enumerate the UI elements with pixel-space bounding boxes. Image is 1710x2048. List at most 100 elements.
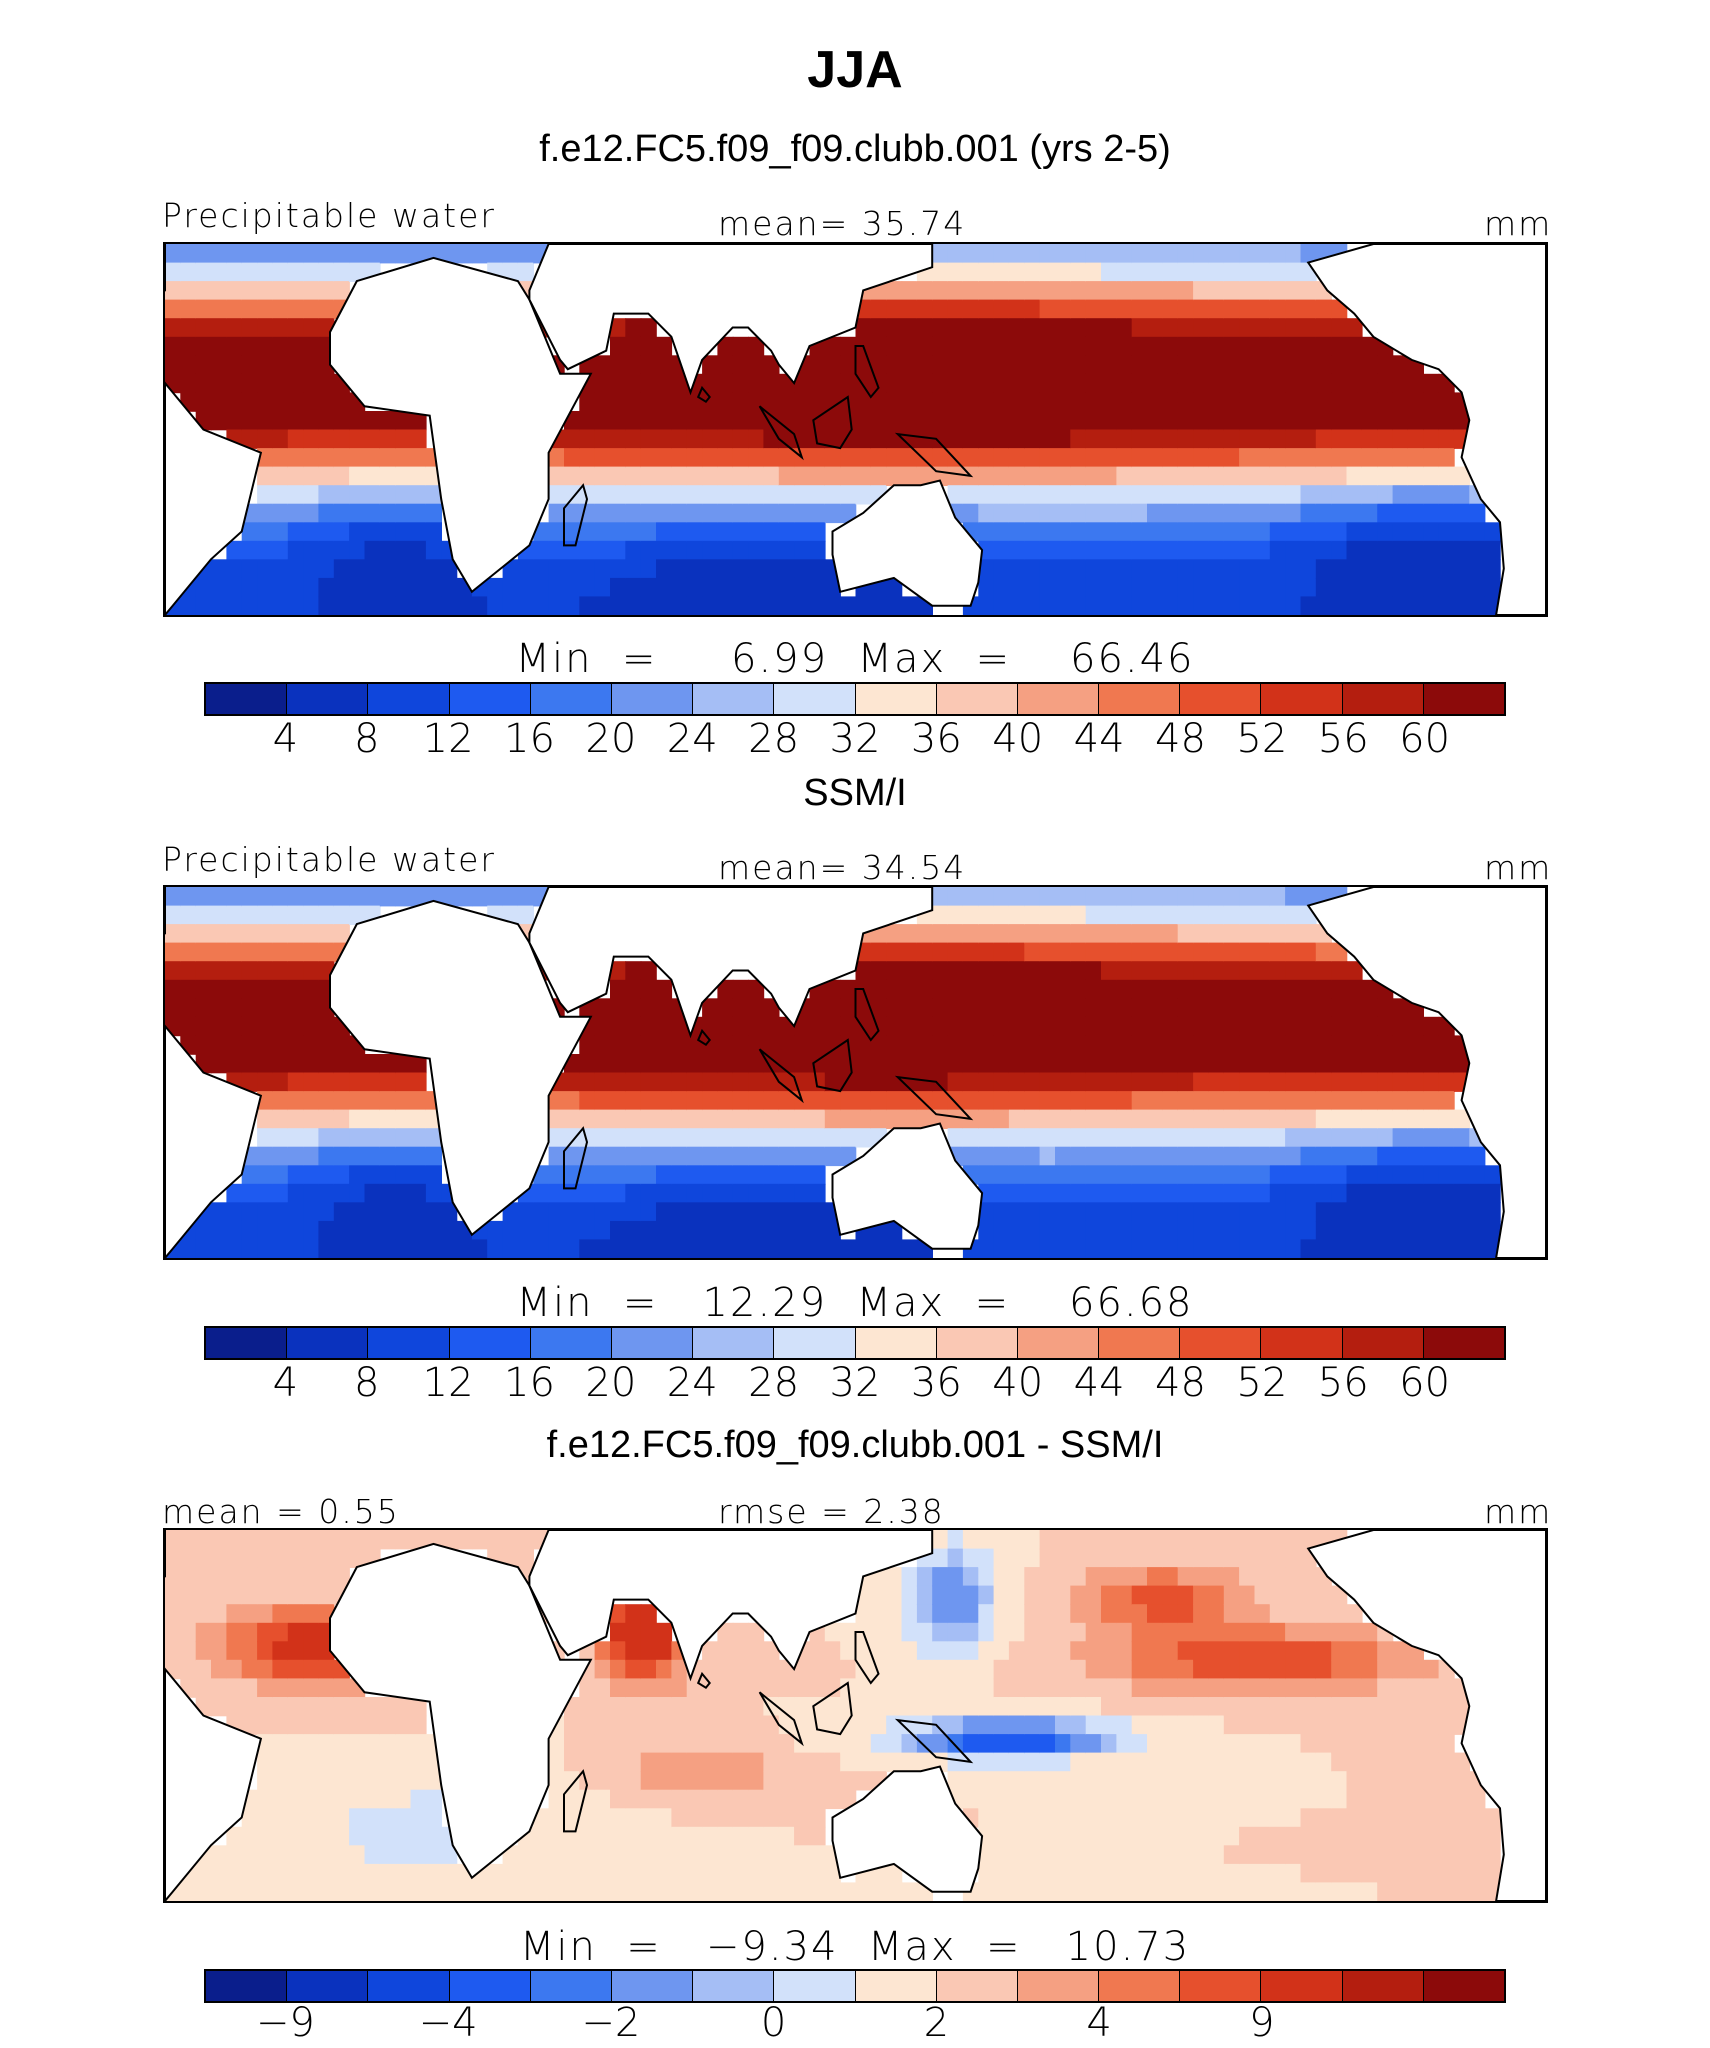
field-cell [656,1146,673,1167]
field-cell [1208,299,1225,319]
field-cell [1055,1826,1072,1847]
field-cell [1131,905,1148,925]
field-cell [425,1183,442,1204]
field-cell [1162,1752,1179,1772]
field-cell [1438,1808,1455,1828]
field-cell [303,1016,320,1037]
field-cell [763,1789,780,1810]
field-cell [1269,559,1286,579]
field-cell [840,1752,857,1772]
field-cell [855,1128,872,1148]
field-cell [1039,1165,1056,1185]
field-cell [594,1016,611,1037]
field-cell [1269,1752,1286,1772]
field-cell [947,355,964,375]
field-cell [978,466,995,486]
field-cell [993,961,1010,981]
field-cell [1300,1882,1317,1901]
field-cell [410,503,427,524]
field-cell [1024,485,1041,505]
field-cell [1039,1567,1056,1587]
field-cell [855,1054,872,1074]
field-cell [1254,262,1271,282]
field-cell [1315,448,1332,468]
field-cell [425,1165,442,1185]
field-cell [1392,1659,1409,1680]
field-cell [1239,1789,1256,1810]
field-cell [1193,540,1210,561]
field-cell [1453,1863,1470,1884]
field-cell [778,1734,795,1754]
field-cell [1269,1771,1286,1791]
field-cell [1254,411,1271,431]
field-cell [1101,1567,1118,1587]
field-cell [610,1863,627,1884]
field-cell [916,1585,933,1605]
field-cell [1070,1183,1087,1204]
field-cell [1223,577,1240,598]
field-cell [564,1202,581,1222]
field-cell [1131,1109,1148,1129]
field-cell [809,485,826,505]
field-cell [610,1715,627,1735]
field-cell [165,942,182,962]
field-cell [1024,448,1041,468]
field-cell [303,905,320,925]
field-cell [671,466,688,486]
field-cell [1377,1659,1394,1680]
field-cell [1101,1220,1118,1241]
field-cell [1116,485,1133,505]
field-cell [702,485,719,505]
field-cell [333,1072,350,1092]
field-cell [1254,1530,1271,1550]
field-cell [241,392,258,412]
field-cell [303,1659,320,1680]
field-cell [1070,596,1087,615]
field-cell [686,1239,703,1258]
field-cell [241,1882,258,1901]
field-cell [656,1808,673,1828]
field-cell [1300,596,1317,615]
field-cell [1208,281,1225,301]
field-cell [1085,1752,1102,1772]
field-cell [1331,1641,1348,1661]
field-cell [686,1091,703,1111]
field-cell [1269,1604,1286,1624]
field-cell [932,942,949,962]
field-cell [978,961,995,981]
field-cell [226,1697,243,1717]
field-cell [686,1734,703,1754]
field-cell [1147,1715,1164,1735]
field-cell [1085,503,1102,524]
field-cell [1269,905,1286,925]
field-cell [1469,1165,1486,1185]
field-cell [686,1128,703,1148]
field-cell [1269,1585,1286,1605]
field-cell [349,244,366,264]
field-cell [916,1697,933,1717]
field-cell [303,1826,320,1847]
field-cell [1116,1220,1133,1241]
field-cell [564,1109,581,1129]
field-cell [1131,1882,1148,1901]
field-cell [1438,1035,1455,1055]
field-cell [226,1585,243,1605]
field-cell [272,1826,289,1847]
field-cell [579,1752,596,1772]
field-cell [318,1091,335,1111]
field-cell [1070,448,1087,468]
field-cell [1469,540,1486,561]
field-cell [1407,1789,1424,1810]
field-cell [1331,1604,1348,1624]
field-cell [165,1622,182,1643]
field-cell [1055,262,1072,282]
field-cell [303,887,320,907]
field-cell [1223,998,1240,1018]
field-cell [379,1808,396,1828]
colorbar-tick-label: 48 [1155,1360,1206,1406]
field-cell [349,1109,366,1129]
field-cell [379,429,396,449]
colorbar-tick-label: 52 [1236,1360,1288,1406]
field-cell [947,281,964,301]
field-cell [610,1697,627,1717]
